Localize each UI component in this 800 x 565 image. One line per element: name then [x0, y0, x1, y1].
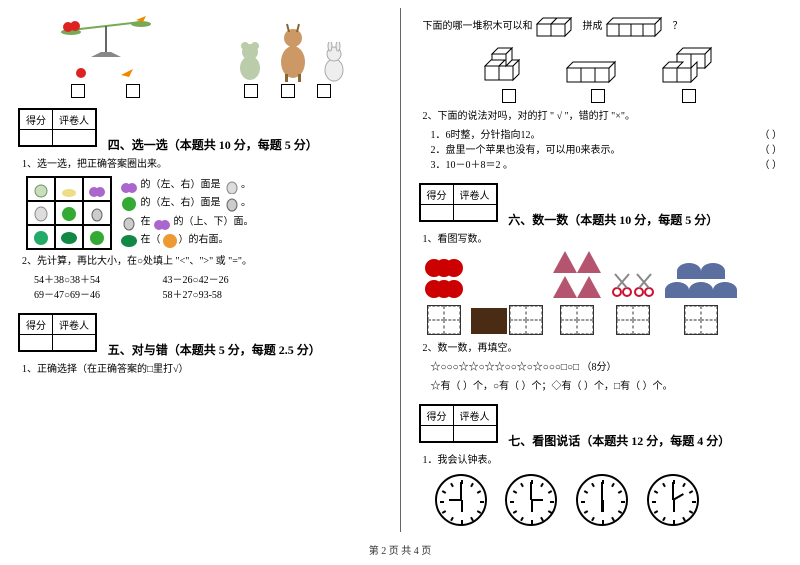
score-box-4: 得分评卷人	[18, 108, 97, 147]
blocks-text-a: 下面的哪一堆积木可以和	[423, 19, 533, 34]
top-image-row	[18, 12, 382, 98]
count-hats	[665, 263, 737, 337]
animal-choice-box-1[interactable]	[244, 84, 258, 98]
grid-line-3b: 的（上、下）面。	[174, 216, 254, 227]
page-footer: 第 2 页 共 4 页	[0, 540, 800, 559]
q2-intro: 2、下面的说法对吗，对的打 " √ "，错的打 "×"。	[423, 109, 783, 124]
q2-items: 1．6时整，分针指向12。 （ ） 2．盘里一个苹果也没有，可以用0来表示。 （ ）…	[431, 128, 783, 173]
balance-choice-box-1[interactable]	[71, 84, 85, 98]
grader-label: 评卷人	[453, 185, 496, 205]
q4-2: 2、先计算，再比大小，在○处填上 "<"、">" 或 "="。	[22, 254, 382, 269]
score-label: 得分	[20, 315, 53, 335]
q5-1: 1、正确选择（在正确答案的□里打√）	[22, 362, 382, 377]
count-cherries	[427, 259, 461, 337]
cube-option-1	[479, 46, 539, 103]
comp-item-2: 43－26○42－26	[163, 275, 229, 286]
blocks-text-c: ？	[673, 19, 683, 34]
grader-label: 评卷人	[453, 406, 496, 426]
grid-line-3a: 在	[141, 216, 151, 227]
cube-choice-3[interactable]	[682, 89, 696, 103]
tf-paren-3[interactable]: （ ）	[760, 158, 783, 173]
tf-item-2: 2．盘里一个苹果也没有，可以用0来表示。	[431, 143, 621, 158]
cube-choice-2[interactable]	[591, 89, 605, 103]
target-blocks-1	[533, 12, 583, 40]
left-column: 得分评卷人 四、选一选（本题共 10 分，每题 5 分） 1、选一选，把正确答案…	[0, 0, 400, 540]
grid-line-2: 的（左、右）面是	[141, 198, 221, 209]
comp-item-1: 54＋38○38＋54	[34, 275, 100, 286]
grid-line-4b: ）的右面。	[179, 234, 229, 245]
tf-item-1: 1．6时整，分针指向12。	[431, 128, 541, 143]
count-items-row	[427, 251, 783, 337]
comp-item-3: 69－47○69－46	[34, 290, 100, 301]
cube-option-3	[657, 46, 721, 103]
q6-2: 2、数一数，再填空。	[423, 341, 783, 356]
balance-choice-box-2[interactable]	[126, 84, 140, 98]
blocks-text-b: 拼成	[583, 19, 603, 34]
q4-1: 1、选一选，把正确答案圈出来。	[22, 157, 382, 172]
section-4-title: 四、选一选（本题共 10 分，每题 5 分）	[108, 136, 318, 153]
animal-choice-box-2[interactable]	[281, 84, 295, 98]
cube-options	[419, 46, 783, 103]
q7-1: 1．我会认钟表。	[423, 453, 783, 468]
section-7-title: 七、看图说话（本题共 12 分，每题 4 分）	[508, 432, 730, 449]
count-scissors	[611, 272, 655, 337]
tf-item-3: 3．10－0＋8＝2 。	[431, 158, 514, 173]
page-layout: 得分评卷人 四、选一选（本题共 10 分，每题 5 分） 1、选一选，把正确答案…	[0, 0, 800, 540]
image-grid	[26, 176, 112, 250]
grid-text-lines: 的（左、右）面是 。 的（左、右）面是 。 在 的（上、下）面。 在（）的右面。	[120, 176, 254, 249]
animals-illustration	[233, 18, 349, 98]
blocks-question: 下面的哪一堆积木可以和 拼成 ？	[423, 12, 783, 40]
grid-line-1: 的（左、右）面是	[141, 179, 221, 190]
tf-paren-1[interactable]: （ ）	[760, 128, 783, 143]
score-label: 得分	[420, 185, 453, 205]
clock-1	[435, 474, 487, 526]
score-label: 得分	[420, 406, 453, 426]
score-box-5: 得分评卷人	[18, 313, 97, 352]
right-column: 下面的哪一堆积木可以和 拼成 ？ 2、下面的说法对吗，对的打 " √ "，错的打…	[401, 0, 800, 540]
clock-2	[505, 474, 557, 526]
comp-item-4: 58＋27○93-58	[163, 290, 222, 301]
balance-illustration	[51, 12, 161, 98]
q6-2-shapes: ☆○○○☆☆○☆☆○○☆○☆○○○□○□ （8分）	[431, 360, 783, 375]
cube-choice-1[interactable]	[502, 89, 516, 103]
count-triangles	[553, 251, 601, 337]
clock-3	[576, 474, 628, 526]
grid-line-4a: 在（	[141, 234, 161, 245]
cube-option-2	[563, 46, 633, 103]
grader-label: 评卷人	[53, 315, 96, 335]
score-box-7: 得分评卷人	[419, 404, 498, 443]
clocks-row	[427, 474, 783, 529]
section-5-title: 五、对与错（本题共 5 分，每题 2.5 分）	[108, 341, 321, 358]
animal-choice-box-3[interactable]	[317, 84, 331, 98]
q6-2-fill: ☆有（ ）个，○有（ ）个；◇有（ ）个，□有（ ）个。	[431, 379, 783, 394]
section-6-title: 六、数一数（本题共 10 分，每题 5 分）	[508, 211, 718, 228]
clock-4	[647, 474, 699, 526]
tf-paren-2[interactable]: （ ）	[760, 143, 783, 158]
grader-label: 评卷人	[53, 110, 96, 130]
q4-2-items: 54＋38○38＋54 43－26○42－26 69－47○69－46 58＋2…	[34, 273, 382, 303]
q6-1: 1、看图写数。	[423, 232, 783, 247]
count-chocolate	[471, 301, 544, 337]
score-label: 得分	[20, 110, 53, 130]
score-box-6: 得分评卷人	[419, 183, 498, 222]
target-blocks-2	[603, 12, 673, 40]
grid-question: 的（左、右）面是 。 的（左、右）面是 。 在 的（上、下）面。 在（）的右面。	[26, 176, 382, 250]
